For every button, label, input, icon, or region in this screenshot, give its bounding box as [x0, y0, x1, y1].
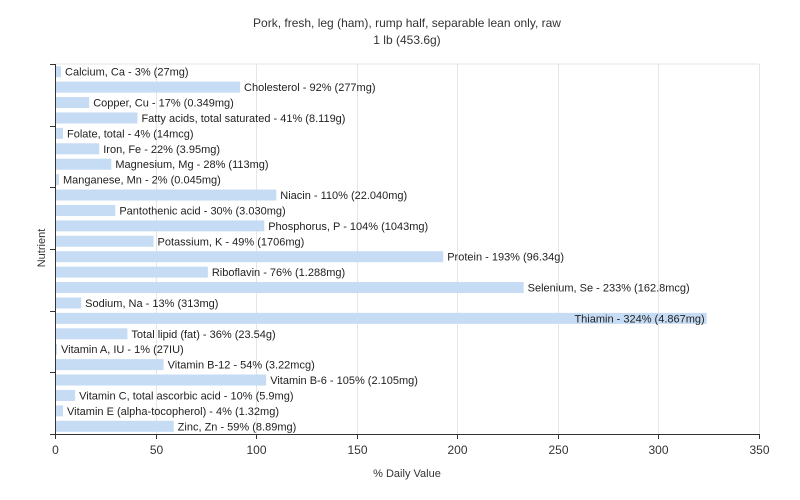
bar — [55, 405, 64, 417]
bar — [55, 251, 444, 263]
bar — [55, 97, 90, 109]
x-tick-label: 0 — [52, 443, 59, 457]
bar — [55, 112, 138, 124]
bar-label: Vitamin A, IU - 1% (27IU) — [61, 344, 184, 356]
bar — [55, 420, 174, 432]
x-tick-label: 100 — [246, 443, 266, 457]
axes — [50, 64, 760, 439]
bar-label: Iron, Fe - 22% (3.95mg) — [103, 144, 220, 156]
bar-label: Thiamin - 324% (4.867mg) — [574, 313, 704, 325]
bar-label: Vitamin C, total ascorbic acid - 10% (5.… — [79, 390, 293, 402]
bar-label: Phosphorus, P - 104% (1043mg) — [268, 221, 428, 233]
bar — [55, 189, 277, 201]
y-axis-label: Nutrient — [36, 229, 48, 268]
bar-label: Magnesium, Mg - 28% (113mg) — [115, 159, 268, 171]
bar-label: Protein - 193% (96.34g) — [447, 252, 564, 264]
x-tick-labels: 0 50 100 150 200 250 300 350 — [52, 443, 770, 457]
bar — [55, 220, 265, 232]
x-axis-label: % Daily Value — [373, 468, 441, 480]
bar — [55, 297, 82, 309]
bar-label: Vitamin B-12 - 54% (3.22mcg) — [168, 360, 315, 372]
bar-label: Fatty acids, total saturated - 41% (8.11… — [141, 113, 345, 125]
bar-label: Cholesterol - 92% (277mg) — [244, 82, 375, 94]
x-tick-label: 150 — [347, 443, 367, 457]
chart-title: Pork, fresh, leg (ham), rump half, separ… — [253, 16, 561, 30]
bar — [55, 359, 164, 371]
bar-label: Potassium, K - 49% (1706mg) — [158, 236, 305, 248]
bar-label: Calcium, Ca - 3% (27mg) — [65, 67, 188, 79]
bar-label: Riboflavin - 76% (1.288mg) — [212, 267, 345, 279]
bar-label: Zinc, Zn - 59% (8.89mg) — [178, 421, 297, 433]
bar — [55, 282, 524, 294]
bar — [55, 389, 76, 401]
bar-label: Selenium, Se - 233% (162.8mcg) — [528, 283, 690, 295]
bar — [55, 266, 208, 278]
chart-subtitle: 1 lb (453.6g) — [373, 33, 440, 47]
bars — [55, 66, 707, 432]
bar — [55, 81, 241, 93]
bar-label: Vitamin B-6 - 105% (2.105mg) — [270, 375, 418, 387]
bar — [55, 374, 267, 386]
bar-label: Niacin - 110% (22.040mg) — [280, 190, 407, 202]
bar-label: Total lipid (fat) - 36% (23.54g) — [131, 329, 275, 341]
bar — [55, 235, 154, 247]
bar — [55, 158, 112, 170]
bar-label: Copper, Cu - 17% (0.349mg) — [93, 98, 234, 110]
bar — [55, 312, 707, 324]
bar — [55, 127, 64, 139]
bar-label: Sodium, Na - 13% (313mg) — [85, 298, 218, 310]
bar-label: Vitamin E (alpha-tocopherol) - 4% (1.32m… — [67, 406, 279, 418]
x-tick-label: 350 — [749, 443, 769, 457]
x-tick-label: 50 — [150, 443, 164, 457]
bar-label: Folate, total - 4% (14mcg) — [67, 128, 194, 140]
x-tick-label: 200 — [447, 443, 467, 457]
bar-label: Pantothenic acid - 30% (3.030mg) — [119, 205, 285, 217]
x-tick-label: 250 — [548, 443, 568, 457]
bar — [55, 143, 100, 155]
bar-labels: Calcium, Ca - 3% (27mg) Cholesterol - 92%… — [61, 67, 705, 434]
gridlines — [55, 63, 760, 434]
bar — [55, 174, 60, 186]
bar — [55, 343, 58, 355]
bar-label: Manganese, Mn - 2% (0.045mg) — [63, 175, 221, 187]
bar — [55, 328, 128, 340]
x-tick-label: 300 — [648, 443, 668, 457]
bar — [55, 66, 62, 78]
bar — [55, 204, 116, 216]
